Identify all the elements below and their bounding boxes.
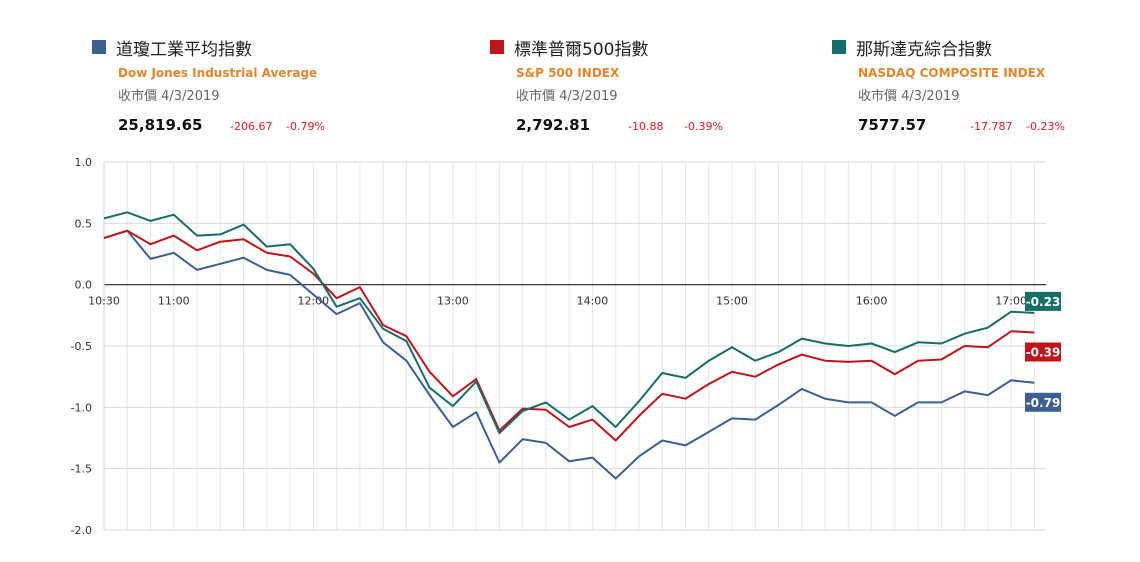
dow-change-pct: -0.79% <box>286 120 325 133</box>
sp500-close-date: 收市價 4/3/2019 <box>516 89 618 104</box>
chart-grid <box>103 161 1046 531</box>
dow-close-date: 收市價 4/3/2019 <box>118 89 220 104</box>
end-value-badge <box>1025 342 1061 362</box>
dow-color-swatch <box>92 40 106 54</box>
dow-change: -206.67 <box>230 120 273 133</box>
series-line <box>103 211 1035 435</box>
sp500-close-value: 2,792.81 <box>516 116 591 134</box>
legend-nasdaq: 那斯達克綜合指數 NASDAQ COMPOSITE INDEX 收市價 4/3/… <box>832 34 1140 134</box>
dow-name-en: Dow Jones Industrial Average <box>118 66 318 80</box>
y-tick-label: -1.0 <box>71 401 92 414</box>
x-tick-label: 17:00 <box>995 295 1027 308</box>
legend-dow: 道瓊工業平均指數 Dow Jones Industrial Average 收市… <box>92 34 422 134</box>
nasdaq-color-swatch <box>832 40 846 54</box>
dow-name-cn: 道瓊工業平均指數 <box>116 39 252 60</box>
y-tick-label: 0.5 <box>75 217 93 230</box>
x-tick-label: 11:00 <box>158 295 190 308</box>
nasdaq-name-en: NASDAQ COMPOSITE INDEX <box>858 66 1046 80</box>
y-tick-label: -2.0 <box>71 524 92 537</box>
nasdaq-close-date: 收市價 4/3/2019 <box>858 89 960 104</box>
nasdaq-change-pct: -0.23% <box>1026 120 1065 133</box>
x-tick-label: 12:00 <box>297 295 329 308</box>
dow-close-value: 25,819.65 <box>118 116 203 134</box>
x-tick-label: 13:00 <box>437 295 469 308</box>
y-tick-label: 0.0 <box>75 279 93 292</box>
x-tick-label: 16:00 <box>856 295 888 308</box>
x-tick-label: 14:00 <box>577 295 609 308</box>
end-value-badge <box>1025 392 1061 412</box>
y-tick-label: 1.0 <box>75 156 93 169</box>
sp500-change: -10.88 <box>628 120 664 133</box>
sp500-color-swatch <box>490 40 504 54</box>
y-tick-label: -0.5 <box>71 340 92 353</box>
chart-series <box>103 211 1035 480</box>
sp500-change-pct: -0.39% <box>684 120 723 133</box>
chart-end-labels: -0.79 -0.39 -0.23 <box>1025 291 1061 412</box>
sp500-name-en: S&P 500 INDEX <box>516 66 620 80</box>
x-tick-label: 15:00 <box>716 295 748 308</box>
nasdaq-close-value: 7577.57 <box>858 116 927 134</box>
y-tick-label: -1.5 <box>71 463 92 476</box>
sp500-name-cn: 標準普爾500指數 <box>514 39 649 60</box>
series-line <box>103 229 1035 480</box>
nasdaq-name-cn: 那斯達克綜合指數 <box>856 39 992 60</box>
end-value-label: -0.23 <box>1026 295 1061 309</box>
series-line <box>103 229 1035 442</box>
end-value-label: -0.79 <box>1026 396 1061 410</box>
chart-axes: 1.0 0.5 0.0 -0.5 -1.0 -1.5 -2.0 10:30 11:00 12:00… <box>71 156 1027 537</box>
legend-sp500: 標準普爾500指數 S&P 500 INDEX 收市價 4/3/2019 2,7… <box>490 34 820 134</box>
x-tick-label: 10:30 <box>88 295 120 308</box>
nasdaq-change: -17.787 <box>970 120 1013 133</box>
end-value-badge <box>1025 291 1061 311</box>
end-value-label: -0.39 <box>1026 346 1061 360</box>
